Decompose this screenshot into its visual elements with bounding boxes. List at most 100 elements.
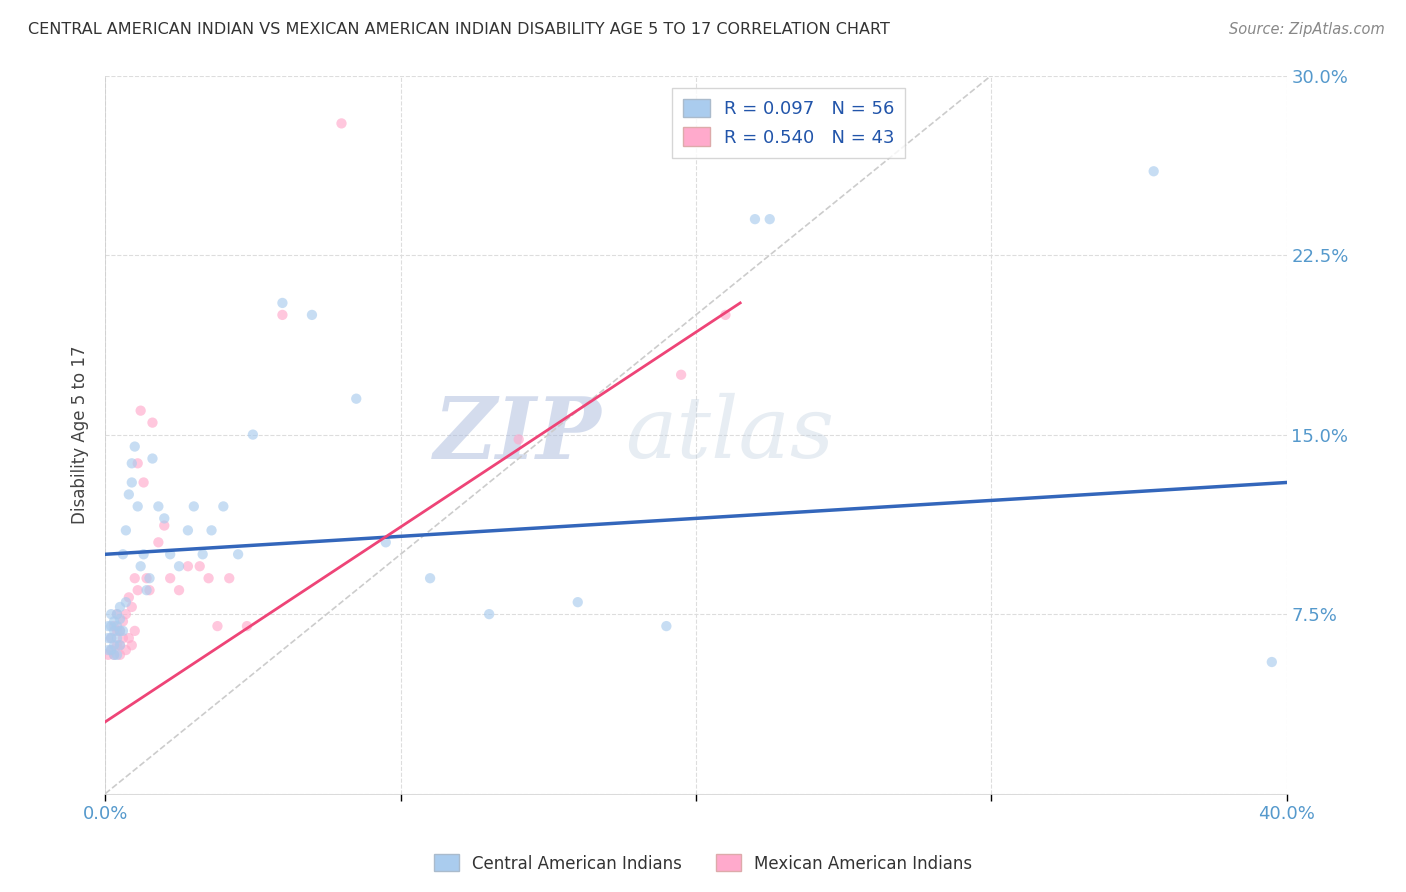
Point (127, 500, 149, 514)
Point (478, 607, 501, 621)
Point (1261, 655, 1284, 669)
Point (124, 571, 146, 585)
Point (200, 524, 222, 538)
Point (108, 624, 131, 638)
Point (103, 648, 125, 662)
Point (118, 591, 141, 605)
Point (138, 583, 160, 598)
Point (218, 571, 240, 585)
Point (567, 595, 589, 609)
Point (108, 638, 131, 652)
Point (188, 559, 211, 574)
Point (374, 535, 396, 549)
Point (129, 559, 152, 574)
Point (135, 571, 157, 585)
Point (419, 571, 441, 585)
Point (100, 631, 122, 645)
Point (100, 607, 122, 621)
Point (242, 427, 264, 442)
Legend: R = 0.097   N = 56, R = 0.540   N = 43: R = 0.097 N = 56, R = 0.540 N = 43 (672, 88, 905, 158)
Point (330, 116, 353, 130)
Point (207, 619, 229, 633)
Point (105, 607, 128, 621)
Point (105, 648, 128, 662)
Point (97, 643, 120, 657)
Point (115, 643, 138, 657)
Point (97, 619, 120, 633)
Point (744, 212, 766, 227)
Point (121, 475, 143, 490)
Point (103, 619, 125, 633)
Point (212, 500, 235, 514)
Point (148, 535, 170, 549)
Point (141, 451, 163, 466)
Point (100, 631, 122, 645)
Point (141, 416, 163, 430)
Point (105, 631, 128, 645)
Point (159, 571, 181, 585)
Legend: Central American Indians, Mexican American Indians: Central American Indians, Mexican Americ… (427, 847, 979, 880)
Point (129, 403, 152, 417)
Point (115, 607, 138, 621)
Point (108, 599, 131, 614)
Point (226, 547, 249, 561)
Point (100, 643, 122, 657)
Point (167, 559, 190, 574)
Point (655, 619, 678, 633)
Point (714, 308, 737, 322)
Point (97, 631, 120, 645)
Point (124, 624, 146, 638)
Point (121, 638, 143, 652)
Point (127, 456, 149, 470)
Point (118, 487, 141, 501)
Point (153, 511, 176, 525)
Point (177, 524, 200, 538)
Point (132, 475, 155, 490)
Point (508, 433, 530, 447)
Point (105, 607, 128, 621)
Point (105, 638, 128, 652)
Point (115, 524, 138, 538)
Point (197, 571, 219, 585)
Point (111, 624, 134, 638)
Point (97, 648, 120, 662)
Point (183, 500, 205, 514)
Point (153, 518, 176, 533)
Point (118, 631, 141, 645)
Point (108, 648, 131, 662)
Point (127, 583, 149, 598)
Text: ZIP: ZIP (433, 392, 602, 476)
Point (108, 638, 131, 652)
Point (1143, 164, 1166, 178)
Point (344, 392, 367, 406)
Point (132, 547, 155, 561)
Point (115, 595, 138, 609)
Point (111, 547, 134, 561)
Point (148, 500, 170, 514)
Point (271, 296, 294, 310)
Point (135, 583, 157, 598)
Point (271, 308, 294, 322)
Y-axis label: Disability Age 5 to 17: Disability Age 5 to 17 (72, 345, 89, 524)
Text: atlas: atlas (626, 393, 834, 476)
Point (105, 624, 128, 638)
Point (100, 643, 122, 657)
Point (121, 456, 143, 470)
Point (105, 619, 128, 633)
Point (159, 547, 181, 561)
Point (108, 624, 131, 638)
Point (758, 212, 780, 227)
Point (138, 571, 160, 585)
Text: Source: ZipAtlas.com: Source: ZipAtlas.com (1229, 22, 1385, 37)
Point (177, 559, 200, 574)
Point (103, 624, 125, 638)
Text: CENTRAL AMERICAN INDIAN VS MEXICAN AMERICAN INDIAN DISABILITY AGE 5 TO 17 CORREL: CENTRAL AMERICAN INDIAN VS MEXICAN AMERI… (28, 22, 890, 37)
Point (103, 615, 125, 629)
Point (121, 599, 143, 614)
Point (103, 648, 125, 662)
Point (108, 612, 131, 626)
Point (111, 615, 134, 629)
Point (167, 583, 190, 598)
Point (301, 308, 323, 322)
Point (236, 619, 259, 633)
